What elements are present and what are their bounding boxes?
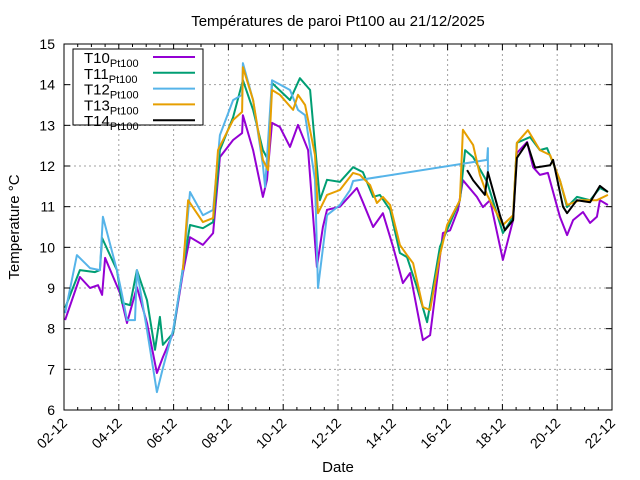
x-tick-label: 16-12	[417, 415, 454, 452]
legend-series-name: T10	[84, 50, 110, 67]
x-tick-label: 08-12	[198, 415, 235, 452]
y-tick-label: 11	[40, 199, 55, 215]
legend-series-subscript: Pt100	[110, 90, 139, 102]
chart-title: Températures de paroi Pt100 au 21/12/202…	[191, 13, 485, 30]
x-tick-label: 06-12	[143, 415, 180, 452]
x-tick-label: 14-12	[362, 415, 399, 452]
legend-label-t13: T13Pt100	[84, 97, 139, 117]
legend-series-name: T14	[84, 113, 110, 130]
series-line-t13	[181, 66, 609, 311]
y-tick-label: 10	[39, 239, 55, 255]
series-line-t12	[64, 62, 489, 394]
legend-series-name: T12	[84, 82, 110, 99]
legend-label-t12: T12Pt100	[84, 82, 139, 102]
legend-label-t11: T11Pt100	[84, 66, 137, 86]
series-lines	[64, 62, 609, 394]
series-line-t14	[466, 141, 609, 232]
series-line-t10	[64, 114, 609, 374]
x-axis-label: Date	[322, 459, 354, 476]
legend-label-t10: T10Pt100	[84, 50, 139, 70]
x-tick-label: 02-12	[33, 415, 70, 452]
y-tick-label: 12	[39, 158, 55, 174]
y-tick-label: 14	[39, 77, 55, 93]
y-tick-label: 9	[47, 280, 55, 296]
legend-series-name: T13	[84, 97, 110, 114]
y-axis-label: Temperature °C	[6, 174, 23, 279]
y-tick-label: 8	[47, 321, 55, 337]
x-tick-label: 10-12	[253, 415, 290, 452]
x-tick-label: 18-12	[472, 415, 509, 452]
legend-series-subscript: Pt100	[110, 58, 139, 70]
y-tick-label: 15	[39, 36, 55, 52]
legend-series-name: T11	[84, 66, 109, 83]
x-tick-label: 12-12	[307, 415, 344, 452]
x-tick-label: 20-12	[527, 415, 564, 452]
legend-series-subscript: Pt100	[109, 74, 138, 86]
legend-box	[72, 48, 204, 126]
y-tick-label: 7	[47, 361, 55, 377]
legend-series-subscript: Pt100	[110, 105, 139, 117]
legend-series-subscript: Pt100	[110, 121, 139, 133]
x-tick-label: 04-12	[88, 415, 125, 452]
x-tick-label: 22-12	[581, 415, 618, 452]
legend-label-t14: T14Pt100	[84, 113, 139, 133]
y-tick-label: 6	[47, 402, 55, 418]
y-tick-label: 13	[39, 117, 55, 133]
